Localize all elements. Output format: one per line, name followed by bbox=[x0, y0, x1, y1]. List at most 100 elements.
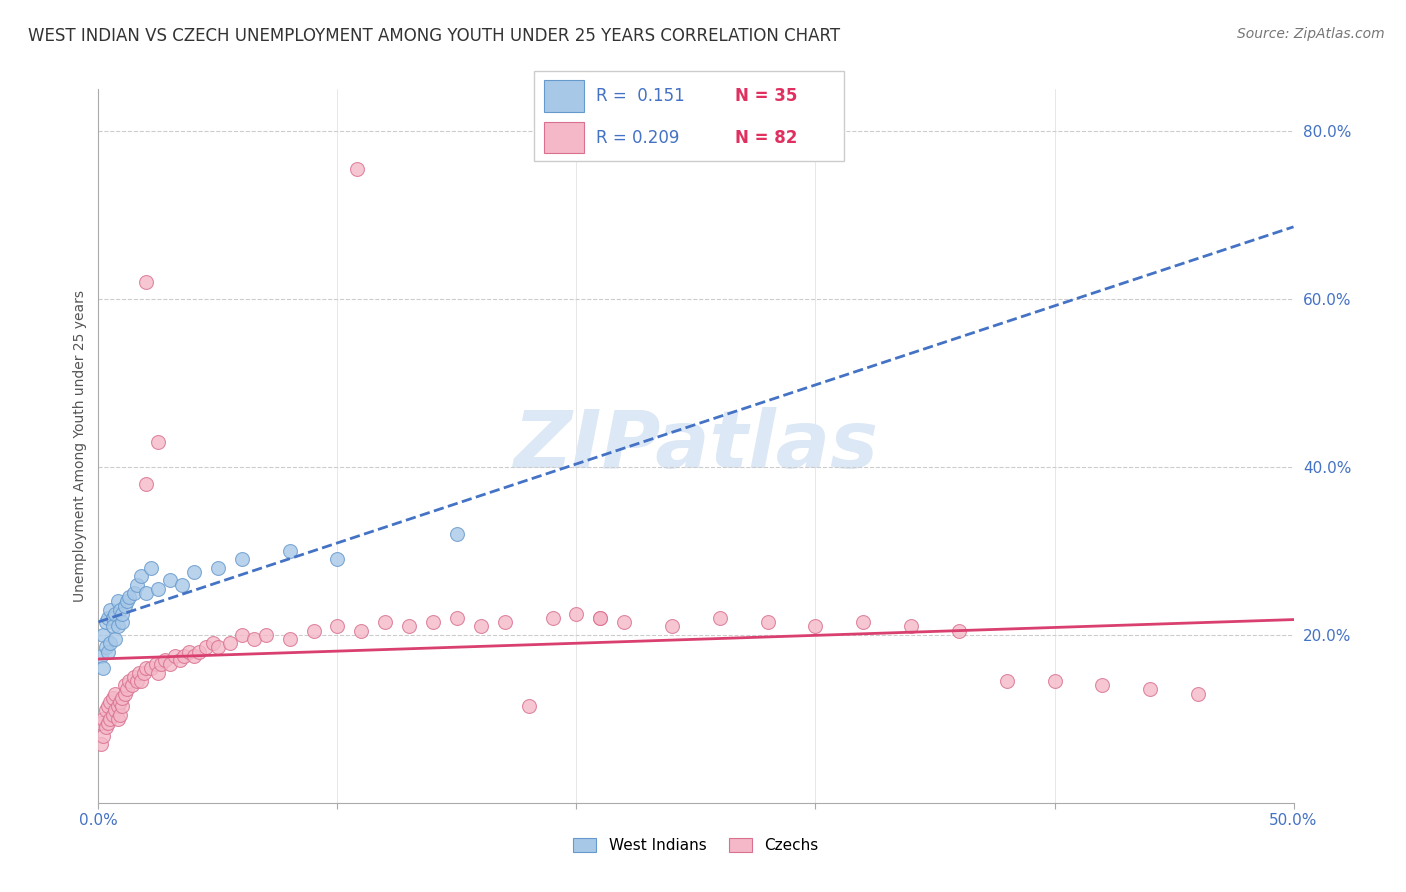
Point bbox=[517, 699, 540, 714]
Point bbox=[90, 737, 112, 751]
Point bbox=[124, 586, 146, 600]
Point bbox=[422, 615, 444, 630]
Bar bbox=[544, 80, 583, 112]
Point bbox=[470, 619, 492, 633]
Point bbox=[91, 729, 114, 743]
Point bbox=[852, 615, 875, 630]
Point bbox=[125, 674, 148, 689]
Point bbox=[107, 619, 129, 633]
Point bbox=[350, 624, 373, 638]
Text: R =  0.151: R = 0.151 bbox=[596, 87, 685, 105]
Point bbox=[1091, 678, 1114, 692]
Point bbox=[107, 699, 129, 714]
Point bbox=[148, 434, 170, 449]
Point bbox=[114, 687, 136, 701]
Y-axis label: Unemployment Among Youth under 25 years: Unemployment Among Youth under 25 years bbox=[73, 290, 87, 602]
Point bbox=[207, 560, 229, 574]
Point bbox=[202, 636, 225, 650]
Point bbox=[97, 716, 120, 731]
Point bbox=[101, 619, 124, 633]
Point bbox=[494, 615, 516, 630]
Point bbox=[148, 582, 170, 596]
Point bbox=[118, 590, 141, 604]
Point bbox=[90, 648, 112, 663]
Point bbox=[94, 720, 117, 734]
Text: ZIPatlas: ZIPatlas bbox=[513, 407, 879, 485]
Point bbox=[995, 674, 1018, 689]
Text: R = 0.209: R = 0.209 bbox=[596, 129, 679, 147]
Point bbox=[104, 687, 127, 701]
Point bbox=[278, 544, 301, 558]
Point bbox=[169, 653, 191, 667]
Point bbox=[131, 674, 153, 689]
Point bbox=[159, 657, 181, 672]
Point bbox=[97, 699, 120, 714]
Bar bbox=[544, 122, 583, 153]
Point bbox=[756, 615, 779, 630]
Point bbox=[219, 636, 242, 650]
Text: Source: ZipAtlas.com: Source: ZipAtlas.com bbox=[1237, 27, 1385, 41]
Point bbox=[709, 611, 731, 625]
Point bbox=[104, 703, 127, 717]
Point bbox=[97, 645, 120, 659]
Point bbox=[90, 716, 112, 731]
Point bbox=[243, 632, 266, 646]
Point bbox=[115, 682, 138, 697]
Point bbox=[139, 661, 162, 675]
Point bbox=[91, 661, 114, 675]
Point bbox=[398, 619, 420, 633]
Point bbox=[111, 607, 134, 621]
Point bbox=[159, 574, 181, 588]
Point bbox=[94, 640, 117, 655]
Point bbox=[91, 628, 114, 642]
Point bbox=[183, 565, 205, 579]
Text: N = 82: N = 82 bbox=[735, 129, 797, 147]
Point bbox=[111, 615, 134, 630]
Point bbox=[114, 678, 136, 692]
Point bbox=[94, 703, 117, 717]
Point bbox=[131, 569, 153, 583]
Point bbox=[135, 586, 157, 600]
Point bbox=[111, 690, 134, 705]
Point bbox=[135, 275, 157, 289]
Point bbox=[108, 695, 131, 709]
Point bbox=[446, 527, 468, 541]
Point bbox=[278, 632, 301, 646]
Point bbox=[98, 695, 122, 709]
Point bbox=[98, 636, 122, 650]
Point bbox=[107, 594, 129, 608]
Point bbox=[1043, 674, 1066, 689]
Text: WEST INDIAN VS CZECH UNEMPLOYMENT AMONG YOUTH UNDER 25 YEARS CORRELATION CHART: WEST INDIAN VS CZECH UNEMPLOYMENT AMONG … bbox=[28, 27, 841, 45]
Point bbox=[135, 661, 157, 675]
Point bbox=[101, 611, 124, 625]
Point bbox=[231, 552, 253, 566]
Point bbox=[172, 577, 194, 591]
Point bbox=[948, 624, 970, 638]
Point bbox=[91, 712, 114, 726]
Point bbox=[302, 624, 325, 638]
Point bbox=[565, 607, 588, 621]
Point bbox=[94, 615, 117, 630]
Point bbox=[135, 476, 157, 491]
Text: N = 35: N = 35 bbox=[735, 87, 797, 105]
Point bbox=[179, 645, 201, 659]
Point bbox=[97, 611, 120, 625]
Point bbox=[104, 632, 127, 646]
Point bbox=[346, 161, 368, 176]
Point bbox=[446, 611, 468, 625]
Point bbox=[149, 657, 172, 672]
Point bbox=[98, 712, 122, 726]
Point bbox=[589, 611, 612, 625]
Legend: West Indians, Czechs: West Indians, Czechs bbox=[567, 832, 825, 859]
Point bbox=[148, 665, 170, 680]
Point bbox=[1139, 682, 1161, 697]
Point bbox=[98, 603, 122, 617]
Point bbox=[541, 611, 564, 625]
Point bbox=[132, 665, 155, 680]
Point bbox=[254, 628, 277, 642]
Point bbox=[661, 619, 683, 633]
Point bbox=[195, 640, 218, 655]
Point bbox=[108, 603, 131, 617]
Point bbox=[183, 648, 205, 663]
Point bbox=[121, 678, 143, 692]
